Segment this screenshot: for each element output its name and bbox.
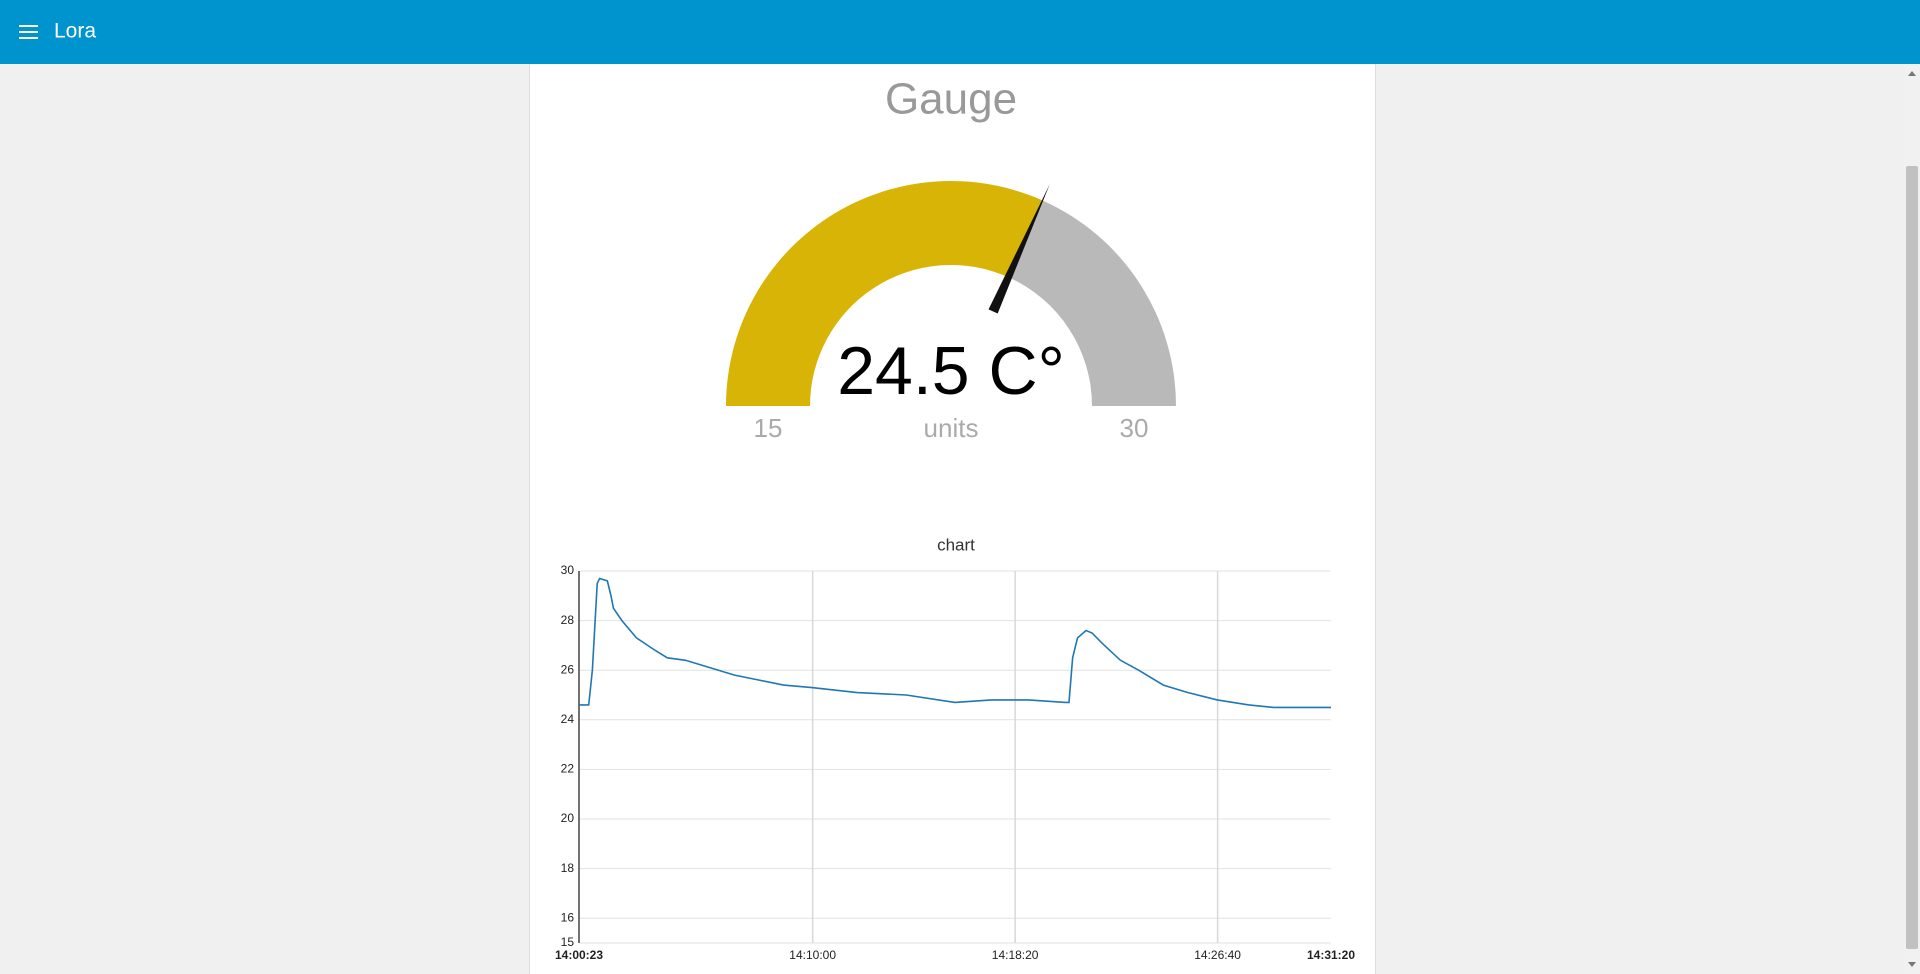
scroll-down-arrow[interactable] (1908, 962, 1916, 967)
y-tick-label: 26 (561, 662, 575, 676)
gauge-value: 24.5 C° (837, 333, 1065, 409)
gauge-value-arc (726, 181, 1043, 406)
gauge-title: Gauge (885, 75, 1017, 124)
x-tick-label: 14:18:20 (992, 948, 1039, 962)
gauge-max-label: 30 (1120, 413, 1149, 443)
app-title: Lora (54, 20, 96, 43)
gauge-units: units (924, 413, 979, 443)
x-tick-label: 14:26:40 (1194, 948, 1241, 962)
menu-button[interactable] (19, 25, 38, 39)
x-tick-label: 14:10:00 (789, 948, 836, 962)
y-tick-label: 28 (561, 613, 575, 627)
scroll-up-arrow[interactable] (1908, 71, 1916, 76)
y-tick-label: 20 (561, 811, 575, 825)
y-tick-label: 18 (561, 861, 575, 875)
gauge-background (1008, 200, 1176, 406)
chart-title: chart (937, 535, 975, 554)
data-line (579, 577, 1331, 709)
y-tick-label: 24 (561, 712, 575, 726)
x-tick-label: 14:00:23 (555, 948, 603, 962)
menu-icon-bar (19, 37, 38, 39)
menu-icon-bar (19, 25, 38, 27)
toolbar (0, 0, 1920, 64)
x-tick-label: 14:31:20 (1307, 948, 1355, 962)
y-tick-label: 22 (561, 762, 575, 776)
scrollbar-thumb[interactable] (1906, 166, 1918, 949)
y-tick-label: 30 (561, 563, 575, 577)
y-tick-label: 16 (561, 910, 575, 924)
gauge-needle (988, 184, 1050, 314)
y-tick-label: 15 (561, 935, 575, 949)
menu-icon-bar (19, 31, 38, 33)
gauge-min-label: 15 (754, 413, 783, 443)
